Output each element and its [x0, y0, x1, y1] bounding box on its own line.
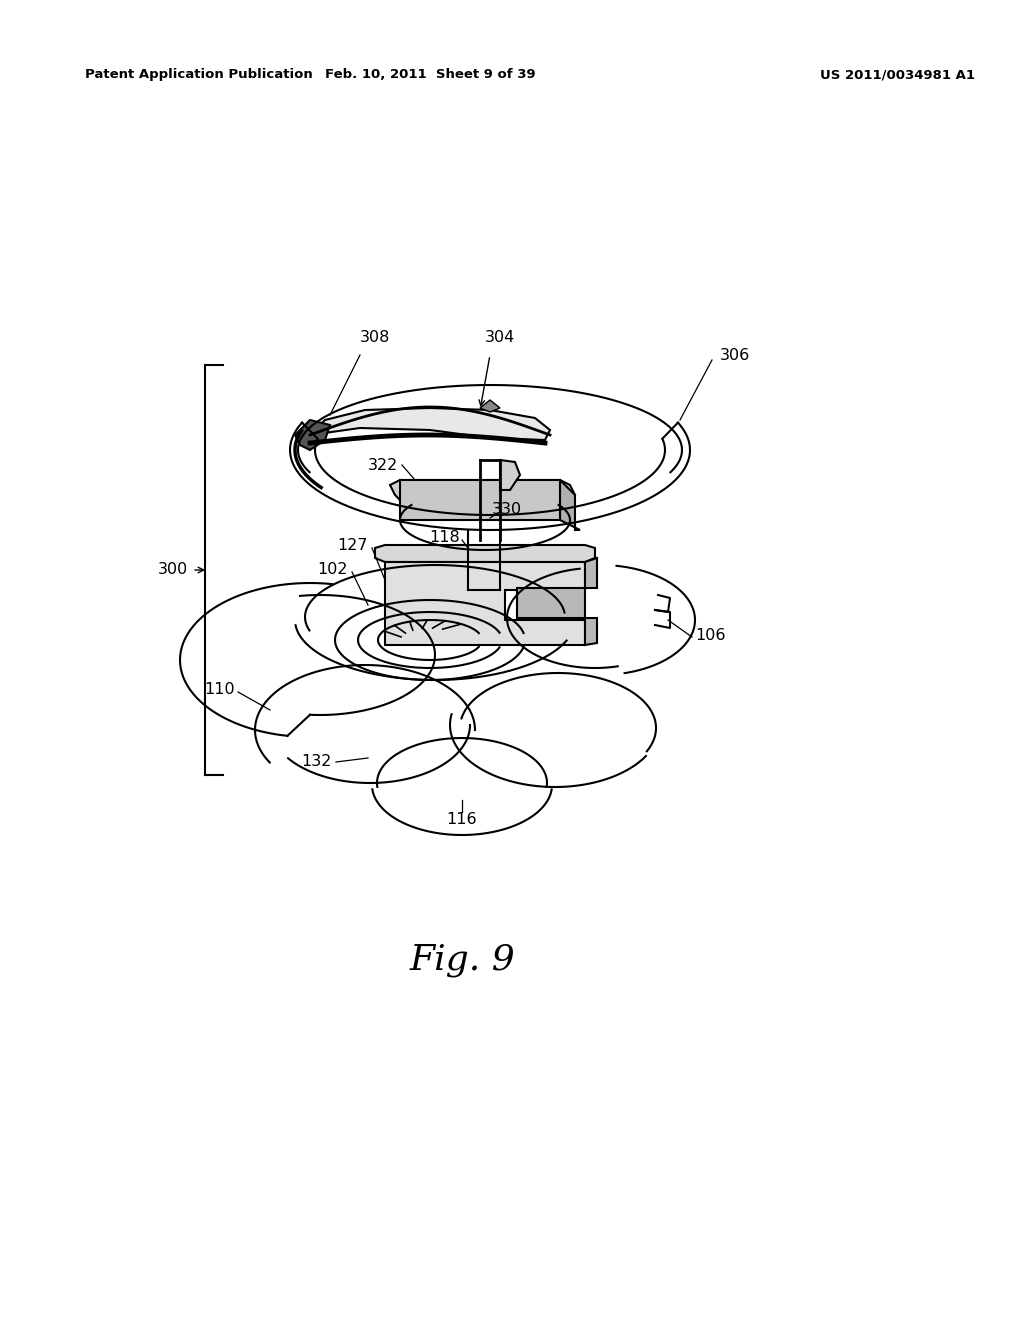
Text: 102: 102	[317, 562, 348, 578]
Text: 110: 110	[205, 682, 234, 697]
Text: 330: 330	[492, 503, 522, 517]
Polygon shape	[480, 400, 500, 412]
Text: 322: 322	[368, 458, 398, 473]
Polygon shape	[385, 562, 585, 645]
Text: Patent Application Publication: Patent Application Publication	[85, 69, 312, 81]
Polygon shape	[310, 408, 550, 440]
Text: 300: 300	[158, 562, 188, 578]
Text: US 2011/0034981 A1: US 2011/0034981 A1	[820, 69, 975, 81]
Text: Fig. 9: Fig. 9	[410, 942, 515, 977]
Text: 127: 127	[338, 537, 368, 553]
Polygon shape	[500, 459, 520, 490]
Polygon shape	[375, 545, 595, 562]
Text: 308: 308	[359, 330, 390, 345]
Polygon shape	[517, 558, 597, 645]
Polygon shape	[400, 480, 560, 520]
Text: 116: 116	[446, 813, 477, 828]
Polygon shape	[560, 480, 580, 531]
Text: 132: 132	[302, 755, 332, 770]
Polygon shape	[295, 420, 330, 450]
Text: 306: 306	[720, 347, 751, 363]
Text: 118: 118	[429, 531, 460, 545]
Text: 106: 106	[695, 627, 725, 643]
Text: Feb. 10, 2011  Sheet 9 of 39: Feb. 10, 2011 Sheet 9 of 39	[325, 69, 536, 81]
Polygon shape	[390, 480, 575, 506]
Text: 304: 304	[485, 330, 515, 345]
